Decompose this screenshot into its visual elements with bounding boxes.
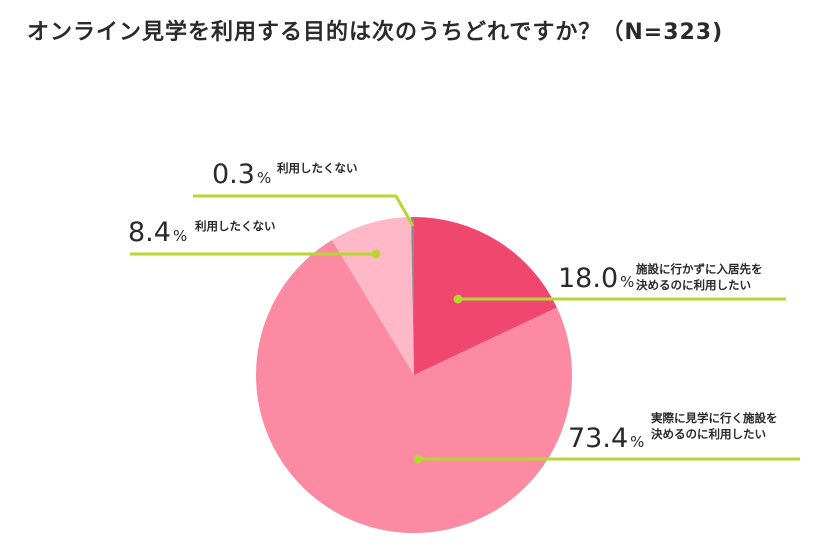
leader-dot-0 <box>453 294 463 304</box>
slice-category-label-0-1: 決めるのに利用したい <box>636 278 751 292</box>
chart-title: オンライン見学を利用する目的は次のうちどれですか？（N=323) <box>27 20 724 45</box>
slice-value-label-0: 18.0% <box>558 263 634 294</box>
leader-dot-2 <box>371 249 381 259</box>
slice-category-label-1-0: 実際に見学に行く施設を <box>651 411 778 425</box>
slice-value-label-2: 8.4% <box>128 217 187 248</box>
pie-slice-0 <box>414 217 557 375</box>
slice-category-label-1-1: 決めるのに利用したい <box>651 427 766 441</box>
slice-category-label-0-0: 施設に行かずに入居先を <box>636 262 763 276</box>
pie-slice-3 <box>411 217 414 375</box>
slice-value-label-1: 73.4% <box>568 423 644 454</box>
pie-slice-2 <box>331 217 414 375</box>
slice-category-label-2-0: 利用したくない <box>194 219 276 233</box>
leader-line-3 <box>193 194 415 227</box>
slice-category-label-3-0: 利用したくない <box>276 161 358 175</box>
slice-value-label-3: 0.3% <box>212 159 271 190</box>
leader-dot-1 <box>413 454 423 464</box>
